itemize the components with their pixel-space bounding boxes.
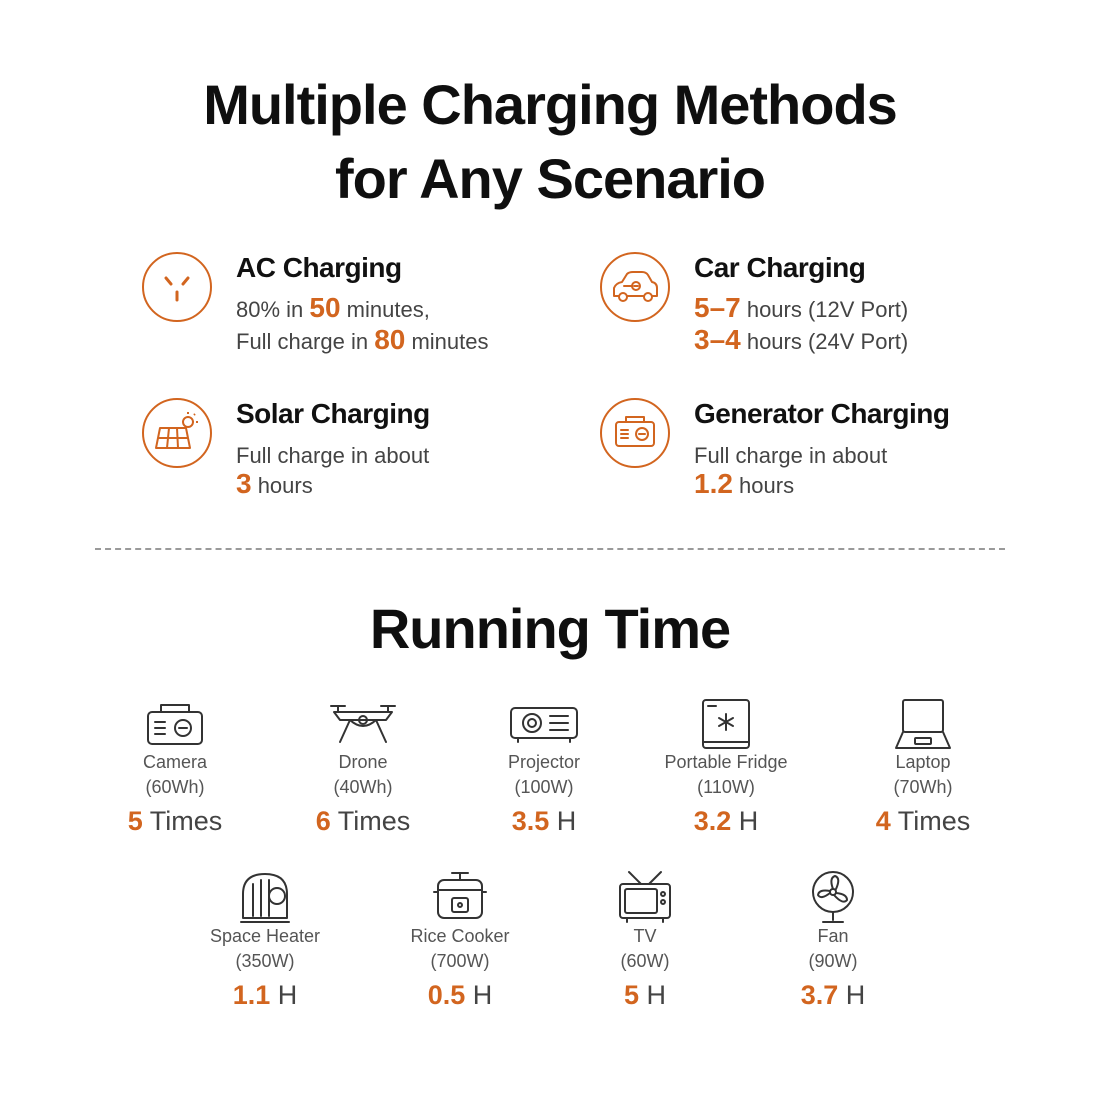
device-portable-fridge: Portable Fridge (110W) 3.2 H	[626, 698, 826, 837]
car-icon	[600, 252, 670, 322]
device-spec: (40Wh)	[333, 777, 393, 797]
space-heater-icon	[240, 873, 290, 923]
device-runtime: 5 H	[623, 980, 667, 1010]
device-runtime: 6 Times	[315, 806, 411, 836]
device-runtime: 4 Times	[875, 806, 971, 836]
device-rice-cooker: Rice Cooker (700W) 0.5 H	[360, 870, 560, 1011]
device-name: Fan	[817, 926, 849, 946]
title-line-1: Multiple Charging Methods	[203, 73, 898, 136]
method-detail-line: 1.2 hours	[694, 468, 795, 499]
device-spec: (60Wh)	[145, 777, 205, 797]
title-line-2: for Any Scenario	[334, 147, 766, 210]
device-spec: (700W)	[430, 951, 490, 971]
device-name: Rice Cooker	[410, 926, 510, 946]
device-runtime: 5 Times	[127, 806, 223, 836]
device-fan: Fan (90W) 3.7 H	[733, 870, 933, 1011]
ac-outlet-icon	[142, 252, 212, 322]
camera-icon	[147, 704, 203, 745]
section-title: Running Time	[369, 597, 731, 660]
method-title: AC Charging	[236, 252, 402, 283]
device-spec: (100W)	[514, 777, 574, 797]
method-detail-line: 5–7 hours (12V Port)	[694, 292, 909, 323]
method-detail-line: Full charge in about	[236, 443, 430, 468]
tv-icon	[619, 871, 671, 923]
solar-panel-icon	[142, 398, 212, 468]
method-title: Solar Charging	[236, 398, 430, 429]
device-spec: (60W)	[620, 951, 670, 971]
device-runtime: 3.5 H	[511, 806, 577, 836]
device-spec: (90W)	[808, 951, 858, 971]
device-camera: Camera (60Wh) 5 Times	[75, 698, 275, 837]
drone-icon	[330, 705, 396, 743]
dashed-divider	[95, 548, 1005, 550]
fan-icon	[812, 871, 854, 923]
device-drone: Drone (40Wh) 6 Times	[263, 698, 463, 837]
device-name: Projector	[507, 752, 581, 772]
device-spec: (350W)	[235, 951, 295, 971]
method-detail-line: Full charge in about	[694, 443, 888, 468]
device-name: Laptop	[895, 752, 951, 772]
device-name: TV	[633, 926, 657, 946]
device-name: Camera	[142, 752, 208, 772]
method-detail-line: 3 hours	[236, 468, 313, 499]
device-space-heater: Space Heater (350W) 1.1 H	[165, 870, 365, 1011]
device-runtime: 3.2 H	[693, 806, 759, 836]
method-detail-line: Full charge in 80 minutes	[236, 324, 489, 355]
device-runtime: 0.5 H	[427, 980, 493, 1010]
device-name: Drone	[338, 752, 388, 772]
device-projector: Projector (100W) 3.5 H	[444, 698, 644, 837]
rice-cooker-icon	[433, 872, 487, 919]
page-title: Multiple Charging Methods for Any Scenar…	[0, 68, 1100, 216]
device-spec: (70Wh)	[893, 777, 953, 797]
method-title: Generator Charging	[694, 398, 950, 429]
generator-icon	[600, 398, 670, 468]
projector-icon	[510, 707, 578, 743]
laptop-icon	[895, 699, 951, 749]
device-name: Space Heater	[209, 926, 321, 946]
method-title: Car Charging	[694, 252, 866, 283]
device-laptop: Laptop (70Wh) 4 Times	[823, 698, 1023, 837]
fridge-icon	[702, 699, 750, 749]
device-runtime: 3.7 H	[800, 980, 866, 1010]
method-detail-line: 3–4 hours (24V Port)	[694, 324, 909, 355]
device-name: Portable Fridge	[664, 752, 788, 772]
device-spec: (110W)	[697, 777, 755, 797]
method-detail-line: 80% in 50 minutes,	[236, 292, 430, 323]
device-tv: TV (60W) 5 H	[545, 870, 745, 1011]
device-runtime: 1.1 H	[232, 980, 298, 1010]
